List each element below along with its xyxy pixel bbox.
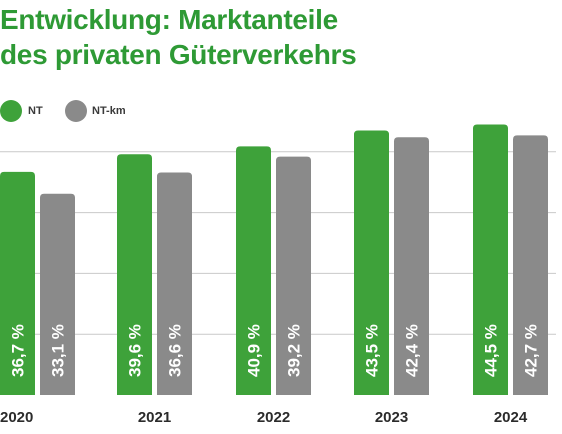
bar-nt-2020 [0,171,35,395]
bar-ntkm-2021 [157,172,192,395]
legend-label-nt: NT [28,105,43,117]
bar-ntkm-2024 [513,135,548,395]
bar-label-ntkm-2023: 42,4 % [403,324,422,377]
bar-label-ntkm-2021: 36,6 % [166,324,185,377]
bar-ntkm-2022 [276,156,311,395]
bar-label-ntkm-2024: 42,7 % [522,324,541,377]
chart-title: Entwicklung: Marktanteile des privaten G… [0,2,357,72]
bar-nt-2023 [354,130,389,395]
bar-label-nt-2022: 40,9 % [245,324,264,377]
x-tick-label-2022: 2022 [257,409,290,426]
bar-label-nt-2021: 39,6 % [126,324,145,377]
bar-nt-2024 [473,124,508,395]
bar-label-ntkm-2022: 39,2 % [285,324,304,377]
bar-label-nt-2023: 43,5 % [363,324,382,377]
x-tick-label-2021: 2021 [138,409,171,426]
legend-swatch-ntkm [65,100,87,122]
chart-title-line-2: des privaten Güterverkehrs [0,39,357,70]
bar-label-nt-2024: 44,5 % [482,324,501,377]
x-tick-label-2020: 2020 [0,409,33,426]
bar-ntkm-2020 [40,193,75,395]
legend-label-ntkm: NT-km [92,105,126,117]
x-tick-label-2023: 2023 [375,409,408,426]
bar-nt-2022 [236,146,271,395]
x-tick-label-2024: 2024 [494,409,528,426]
bar-label-ntkm-2020: 33,1 % [49,324,68,377]
bar-label-nt-2020: 36,7 % [9,324,28,377]
chart-title-line-1: Entwicklung: Marktanteile [0,4,338,35]
legend-swatch-nt [0,100,22,122]
bar-nt-2021 [117,154,152,395]
bar-ntkm-2023 [394,137,429,395]
